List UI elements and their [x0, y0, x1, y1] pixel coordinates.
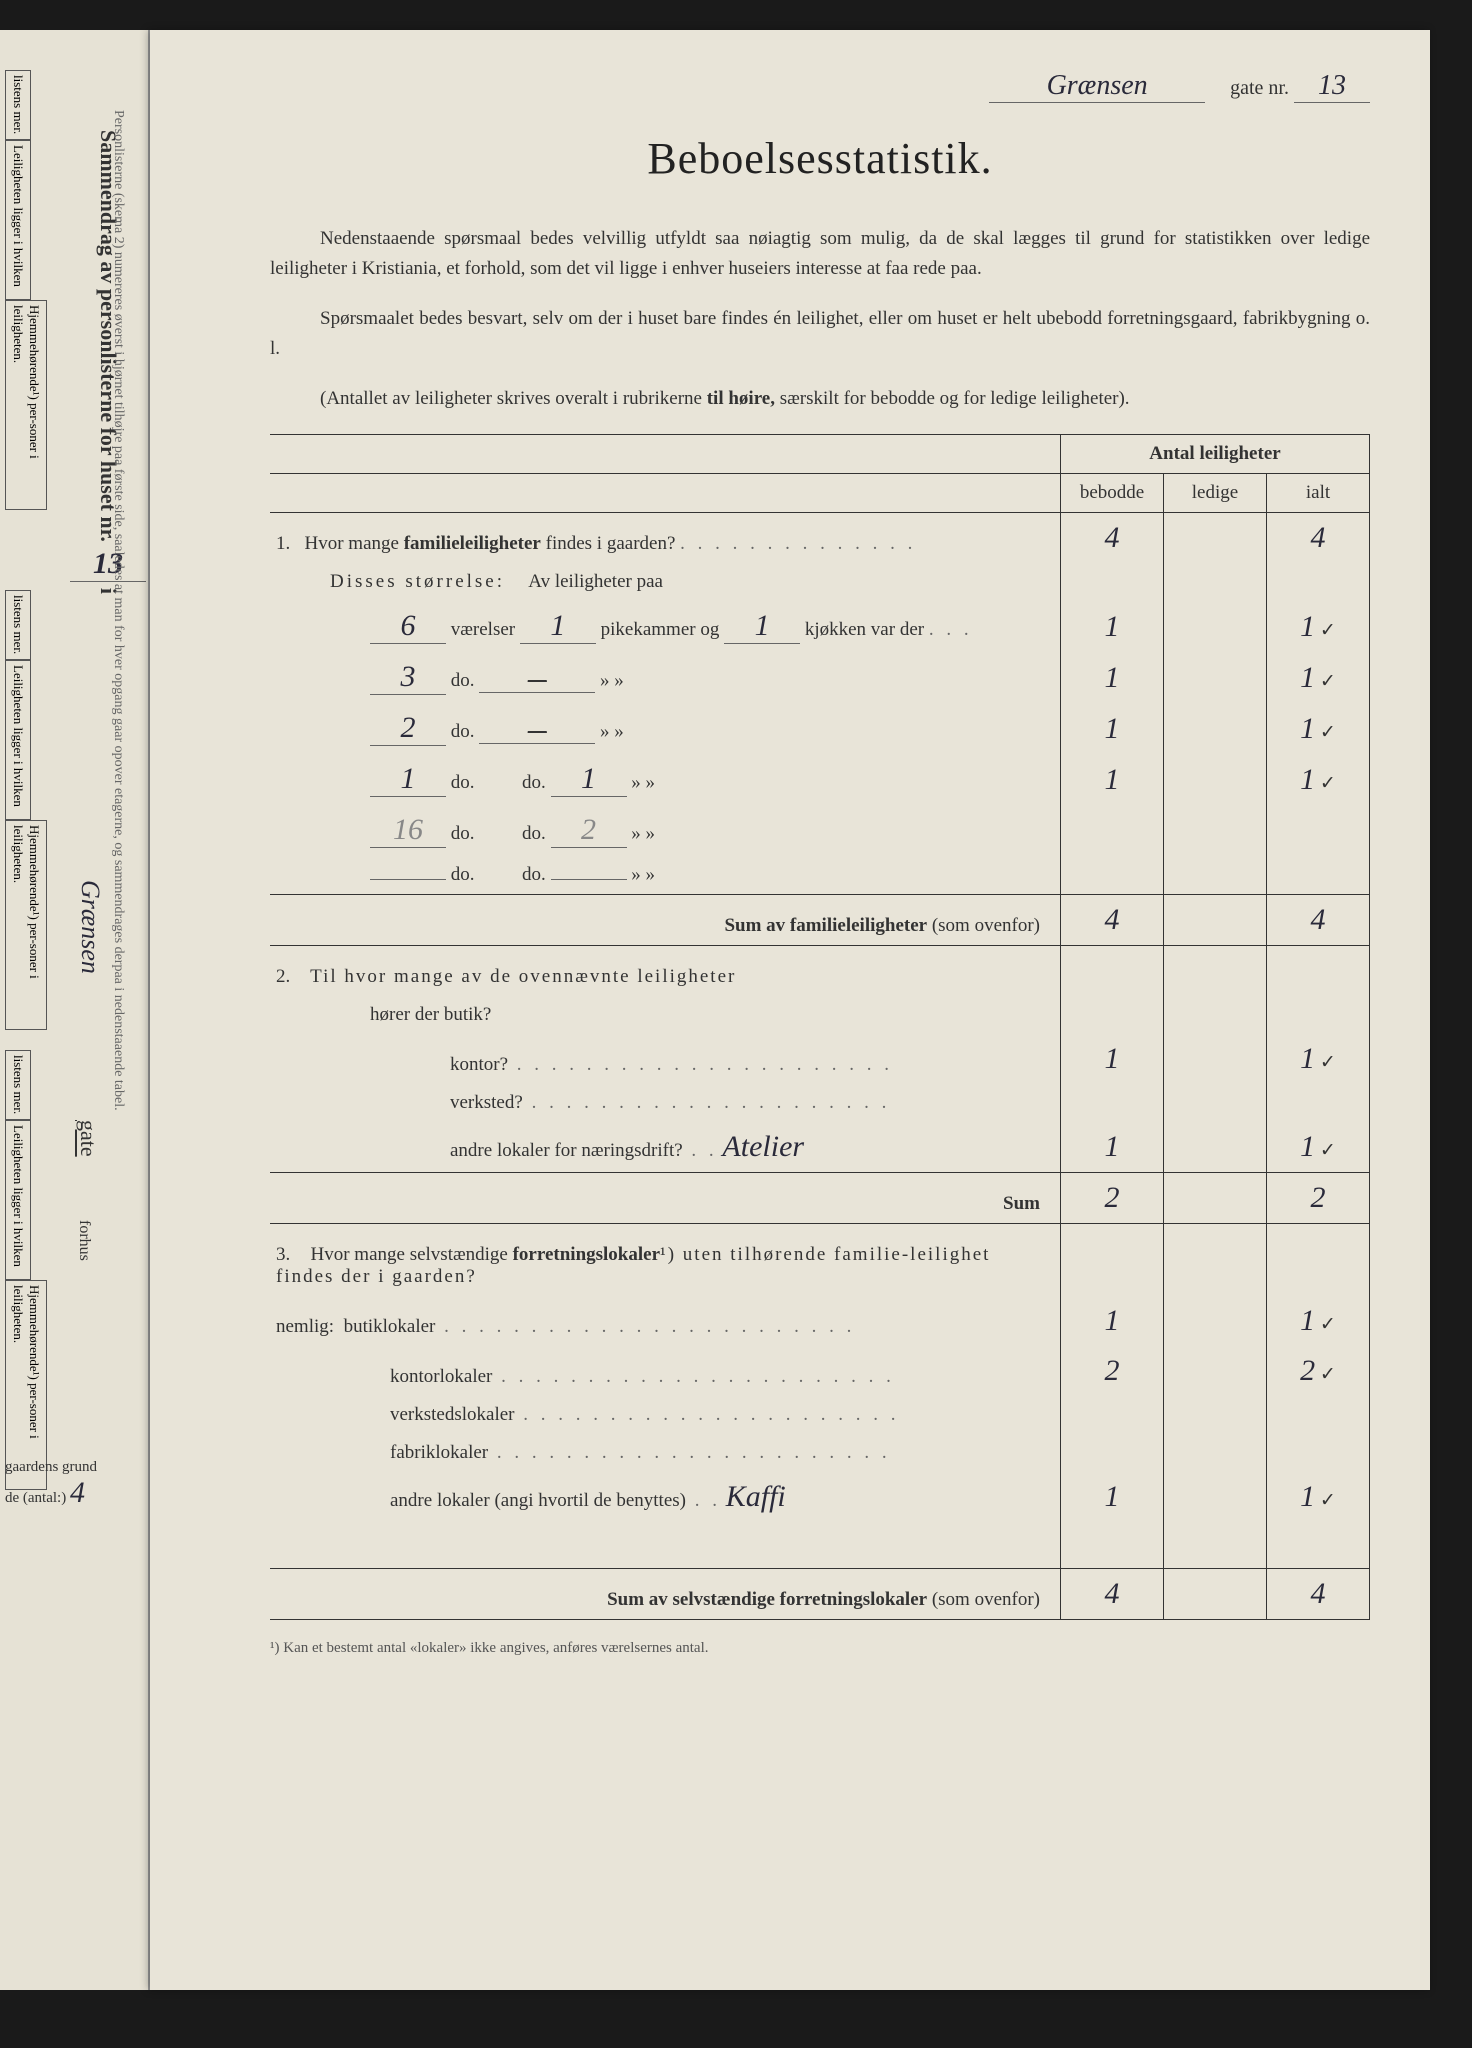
q3-sum-b: 4 — [1105, 1577, 1120, 1610]
margin-bottom-text: gaardens grund de (antal:) 4 — [5, 1459, 97, 1510]
margin-bottom-hw: 4 — [70, 1476, 85, 1509]
q1-sum-i: 4 — [1311, 903, 1326, 936]
q3-text: 3. Hvor mange selvstændige forretningslo… — [270, 1223, 1061, 1296]
margin-bottom-2: de (antal:) — [5, 1490, 66, 1506]
margin-cell-2: Leiligheten ligger i hvilken — [5, 140, 31, 300]
margin-nr-hw: 13 — [70, 547, 146, 582]
header-line: Grænsen gate nr. 13 — [270, 70, 1370, 103]
q1-text: 1. Hvor mange familieleiligheter findes … — [270, 512, 1061, 563]
margin-bottom-1: gaardens grund — [5, 1459, 97, 1475]
margin-cell-8: Leiligheten ligger i hvilken — [5, 1120, 31, 1280]
margin-gate: gate — [75, 1120, 101, 1157]
q1-row-3: 1 do. do. 1 » » 1 1 ✓ — [270, 754, 1370, 805]
margin-cell-4: listens mer. — [5, 590, 31, 660]
margin-forhus: forhus — [75, 1220, 93, 1261]
q2-text: 2. Til hvor mange av de ovennævnte leili… — [270, 945, 1061, 996]
q3-sum-i: 4 — [1311, 1577, 1326, 1610]
intro-p3: (Antallet av leiligheter skrives overalt… — [270, 384, 1370, 414]
q3-row-2: verkstedslokaler . . . . . . . . . . . .… — [270, 1396, 1370, 1434]
q3-row-3: fabriklokaler . . . . . . . . . . . . . … — [270, 1434, 1370, 1472]
q3-row-0: nemlig: butiklokaler . . . . . . . . . .… — [270, 1296, 1370, 1346]
header-street: Grænsen — [989, 70, 1205, 103]
q1-sum-label: Sum av familieleiligheter (som ovenfor) — [270, 894, 1061, 945]
col-bebodde: bebodde — [1061, 473, 1164, 512]
q3-row-1: kontorlokaler . . . . . . . . . . . . . … — [270, 1346, 1370, 1396]
q1-row-4: 16 do. do. 2 » » — [270, 805, 1370, 856]
main-page: Grænsen gate nr. 13 Beboelsesstatistik. … — [150, 30, 1430, 1990]
q1-row-1: 3 do. — » » 1 1 ✓ — [270, 652, 1370, 703]
q1-row-5: do. do. » » — [270, 856, 1370, 895]
intro-p2: Spørsmaalet bedes besvart, selv om der i… — [270, 304, 1370, 365]
q1-row-2: 2 do. — » » 1 1 ✓ — [270, 703, 1370, 754]
margin-note: Personlisterne (skema 2) numereres øvers… — [110, 110, 126, 1510]
q3-sum-label: Sum av selvstændige forretningslokaler (… — [270, 1568, 1061, 1619]
margin-vertical-title: Sammendrag av personlisterne for huset n… — [70, 130, 146, 830]
q3-row-4: andre lokaler (angi hvortil de benyttes)… — [270, 1472, 1370, 1522]
margin-cell-5: Leiligheten ligger i hvilken — [5, 660, 31, 820]
q1-bebodde: 4 — [1105, 521, 1120, 554]
footnote: ¹) Kan et bestemt antal «lokaler» ikke a… — [270, 1640, 1370, 1657]
q2-sum-i: 2 — [1311, 1181, 1326, 1214]
page-title: Beboelsesstatistik. — [270, 133, 1370, 184]
margin-cell-1: listens mer. — [5, 70, 31, 140]
q2-row-1: kontor? . . . . . . . . . . . . . . . . … — [270, 1034, 1370, 1084]
q2-row-3: andre lokaler for næringsdrift? . . Atel… — [270, 1122, 1370, 1173]
q2-row-2: verksted? . . . . . . . . . . . . . . . … — [270, 1084, 1370, 1122]
q1-sum-b: 4 — [1105, 903, 1120, 936]
q1-sub: Disses størrelse: Av leiligheter paa — [270, 563, 1061, 601]
col-group-header: Antal leiligheter — [1061, 434, 1370, 473]
q2-sum-label: Sum — [270, 1172, 1061, 1223]
col-ledige: ledige — [1164, 473, 1267, 512]
margin-cell-3: Hjemmehørende¹) per-soner i leiligheten. — [5, 300, 47, 510]
left-margin-strip: listens mer. Leiligheten ligger i hvilke… — [0, 30, 150, 1990]
margin-street-hw: Grænsen — [75, 880, 105, 1100]
main-table: Antal leiligheter bebodde ledige ialt 1.… — [270, 434, 1370, 1620]
q2-row-0: hører der butik? — [270, 996, 1370, 1034]
q1-ialt: 4 — [1311, 521, 1326, 554]
q1-row-0: 6 værelser 1 pikekammer og 1 kjøkken var… — [270, 601, 1370, 652]
q2-sum-b: 2 — [1105, 1181, 1120, 1214]
gate-label: gate nr. — [1230, 77, 1289, 99]
gate-nr: 13 — [1294, 70, 1370, 103]
col-ialt: ialt — [1267, 473, 1370, 512]
margin-cell-7: listens mer. — [5, 1050, 31, 1120]
margin-cell-6: Hjemmehørende¹) per-soner i leiligheten. — [5, 820, 47, 1030]
intro-p1: Nedenstaaende spørsmaal bedes velvillig … — [270, 224, 1370, 285]
